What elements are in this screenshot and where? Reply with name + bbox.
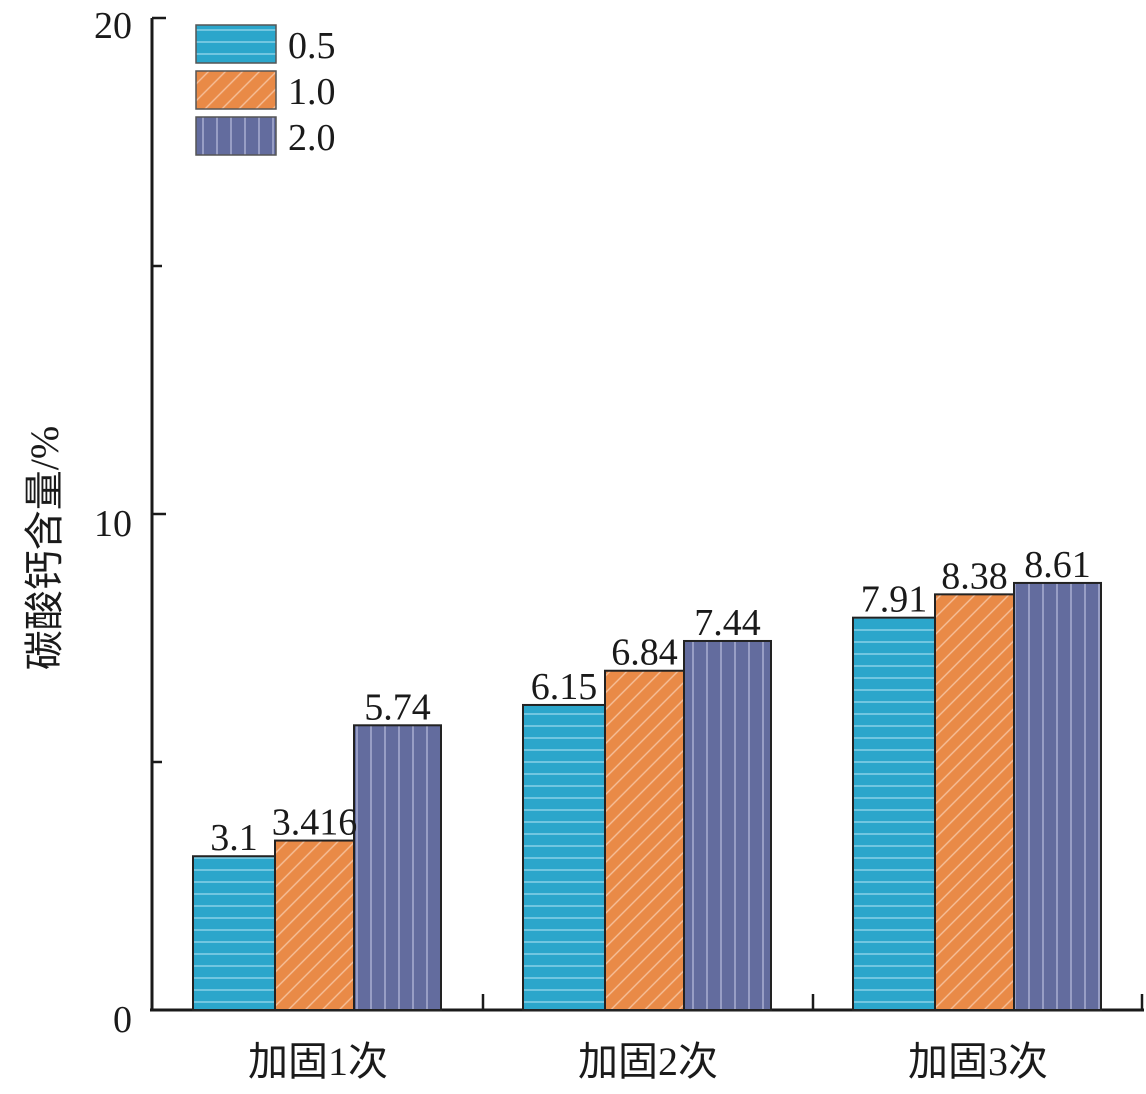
data-label-0.5-3: 7.91 [861, 579, 928, 621]
legend-label-1: 1.0 [288, 71, 336, 113]
bar-1.0-1 [274, 839, 355, 1011]
bar-0.5-2 [522, 703, 606, 1012]
y-axis-label: 碳酸钙含量/% [22, 426, 67, 670]
y-tick-label-0: 0 [113, 999, 132, 1041]
data-label-2.0-1: 5.74 [364, 686, 431, 728]
axes: 0 10 20 碳酸钙含量/% 加固1次 加固2次 加固3次 [22, 5, 1144, 1084]
data-label-1.0-1: 3.416 [272, 802, 358, 844]
bar-2.0-2 [683, 639, 772, 1011]
bar-2.0-3 [1013, 581, 1102, 1011]
data-label-0.5-2: 6.15 [531, 666, 598, 708]
x-tick-label-2: 加固3次 [908, 1039, 1048, 1084]
data-label-2.0-3: 8.61 [1024, 544, 1091, 586]
bar-1.0-3 [934, 593, 1015, 1011]
data-label-1.0-2: 6.84 [611, 632, 678, 674]
legend-swatch-1 [195, 70, 277, 110]
bar-1.0-2 [604, 669, 685, 1012]
legend-label-2: 2.0 [288, 117, 336, 159]
data-label-0.5-1: 3.1 [210, 817, 258, 859]
x-tick-label-0: 加固1次 [248, 1039, 388, 1084]
bars [192, 581, 1102, 1012]
x-tick-label-1: 加固2次 [578, 1039, 718, 1084]
legend-swatch-0 [195, 24, 277, 64]
y-tick-label-10: 10 [94, 503, 132, 545]
y-tick-label-20: 20 [94, 5, 132, 47]
data-label-1.0-3: 8.38 [941, 555, 1008, 597]
legend-label-0: 0.5 [288, 25, 336, 67]
legend-swatch-2 [195, 116, 277, 156]
bar-0.5-3 [852, 616, 936, 1011]
bar-2.0-1 [353, 724, 442, 1012]
data-label-2.0-2: 7.44 [694, 602, 761, 644]
legend: 0.5 1.0 2.0 [195, 24, 336, 159]
bar-0.5-1 [192, 855, 276, 1011]
bar-labels: 3.1 3.416 5.74 6.15 6.84 7.44 7.91 8.38 8.61 [210, 544, 1091, 859]
